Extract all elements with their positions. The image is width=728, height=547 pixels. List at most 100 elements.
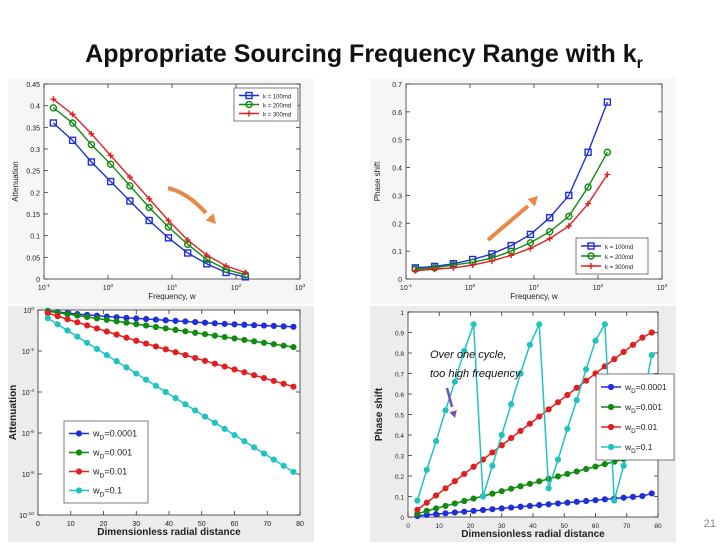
data-point-s0 bbox=[498, 505, 505, 512]
data-point-s1 bbox=[433, 505, 440, 512]
data-point-s3 bbox=[54, 321, 61, 328]
data-point-s2 bbox=[280, 380, 287, 387]
data-point-s2 bbox=[433, 492, 440, 499]
data-point-s2 bbox=[64, 316, 71, 323]
y-tick-label: 0.15 bbox=[26, 212, 40, 219]
data-point-s0 bbox=[68, 136, 77, 145]
data-point-s3 bbox=[93, 345, 101, 353]
x-tick-label: 101 bbox=[529, 283, 540, 292]
data-point-s0 bbox=[526, 502, 533, 510]
x-tick-label: 101 bbox=[167, 283, 178, 292]
data-point-s2 bbox=[536, 413, 543, 420]
x-axis-label: Dimensionless radial distance bbox=[461, 529, 605, 540]
data-point-s2 bbox=[470, 463, 477, 470]
data-point-s1 bbox=[260, 339, 268, 346]
chart-attenuation-vs-radial-distance: 0 10 20 30 40 50 60 70 80 100 10-2 10-4 10-6 10-8 10-1… bbox=[8, 306, 314, 542]
data-point-s3 bbox=[201, 413, 209, 420]
data-point-s1 bbox=[565, 212, 573, 221]
data-point-s2 bbox=[620, 348, 627, 356]
data-point-s1 bbox=[592, 463, 599, 470]
data-point-s2 bbox=[260, 374, 268, 382]
legend-label-2: wD=0.01 bbox=[92, 467, 127, 480]
data-point-s0 bbox=[290, 323, 297, 330]
x-axis-label: Dimensionless radial distance bbox=[97, 527, 241, 538]
data-point-s3 bbox=[44, 315, 51, 322]
chart-phase-shift-vs-radial-distance: 0 10 20 30 40 50 60 70 80 0 0.1 0.2 0.3 0.4 0.5 0.6 0.7 0… bbox=[370, 306, 676, 542]
data-point-s2 bbox=[113, 331, 120, 338]
y-tick-label: 0.4 bbox=[392, 166, 402, 173]
data-point-s1 bbox=[211, 332, 218, 339]
y-axis-label: Attenuation bbox=[11, 161, 20, 201]
data-point-s0 bbox=[203, 260, 211, 268]
x-tick-label: 100 bbox=[103, 283, 114, 292]
data-point-s1 bbox=[584, 183, 592, 191]
y-tick-label: 0 bbox=[36, 277, 40, 284]
y-tick-label: 0.7 bbox=[392, 82, 402, 89]
data-point-s3 bbox=[113, 358, 120, 365]
data-point-s1 bbox=[546, 227, 554, 236]
data-point-s1 bbox=[564, 470, 571, 478]
data-point-s3 bbox=[142, 376, 150, 383]
data-point-s0 bbox=[433, 511, 440, 518]
data-point-s1 bbox=[231, 335, 238, 342]
data-point-s0 bbox=[260, 322, 268, 329]
legend-label-3: wD=0.1 bbox=[624, 442, 653, 455]
legend-label-1: wD=0.001 bbox=[92, 448, 132, 461]
data-point-s0 bbox=[145, 216, 153, 225]
data-point-s2 bbox=[508, 434, 515, 442]
data-point-s0 bbox=[142, 315, 150, 323]
data-point-s2 bbox=[241, 369, 248, 376]
y-tick-label: 10-6 bbox=[22, 429, 34, 438]
data-point-s0 bbox=[546, 214, 554, 222]
legend-label-0: k = 100md bbox=[605, 245, 633, 251]
data-point-s0 bbox=[573, 498, 580, 505]
legend-marker-3 bbox=[75, 487, 83, 494]
legend-label-1: k = 200md bbox=[605, 255, 633, 261]
data-point-s1 bbox=[290, 344, 297, 351]
data-point-s0 bbox=[87, 158, 96, 166]
legend-label-1: wD=0.001 bbox=[624, 402, 662, 415]
data-point-s3 bbox=[192, 407, 199, 414]
data-point-s2 bbox=[123, 334, 130, 341]
x-tick-label: 0 bbox=[406, 523, 410, 530]
data-point-s2 bbox=[554, 399, 562, 406]
data-point-s0 bbox=[564, 499, 571, 506]
data-point-s0 bbox=[280, 323, 287, 330]
y-tick-label: 0.8 bbox=[395, 351, 404, 358]
data-point-s0 bbox=[470, 507, 477, 514]
y-tick-label: 0.4 bbox=[395, 433, 404, 440]
data-point-s0 bbox=[488, 250, 496, 258]
legend-marker-1 bbox=[245, 100, 253, 109]
data-point-s2 bbox=[611, 356, 618, 363]
x-tick-label: 10-1 bbox=[38, 283, 50, 292]
page-number: 21 bbox=[703, 518, 716, 530]
y-tick-label: 10-4 bbox=[22, 388, 34, 397]
x-tick-label: 50 bbox=[198, 521, 206, 528]
y-tick-label: 0.2 bbox=[392, 221, 402, 228]
y-tick-label: 0.1 bbox=[395, 495, 404, 502]
data-point-s1 bbox=[536, 478, 543, 485]
data-point-s0 bbox=[584, 148, 592, 156]
y-tick-label: 0.5 bbox=[392, 138, 402, 145]
data-point-s3 bbox=[648, 351, 655, 359]
y-tick-label: 0.35 bbox=[26, 125, 40, 132]
legend-marker-2 bbox=[75, 468, 83, 475]
trend-arrow-head bbox=[527, 196, 538, 207]
data-point-s3 bbox=[433, 438, 440, 445]
x-tick-label: 103 bbox=[657, 283, 668, 292]
data-point-s2 bbox=[526, 420, 533, 427]
data-point-s2 bbox=[648, 329, 655, 336]
annotation-arrow bbox=[445, 387, 454, 408]
data-point-s1 bbox=[182, 328, 189, 335]
data-point-s3 bbox=[231, 431, 238, 439]
data-point-s1 bbox=[554, 473, 562, 480]
y-axis-label: Attenuation bbox=[8, 385, 19, 441]
data-point-s1 bbox=[113, 318, 120, 325]
x-tick-label: 70 bbox=[623, 523, 631, 530]
data-point-s2 bbox=[93, 325, 101, 332]
data-point-s1 bbox=[423, 507, 430, 514]
data-point-s0 bbox=[554, 500, 562, 507]
legend-marker-1 bbox=[587, 252, 595, 260]
data-point-s2 bbox=[639, 334, 646, 341]
data-point-s0 bbox=[601, 496, 608, 503]
